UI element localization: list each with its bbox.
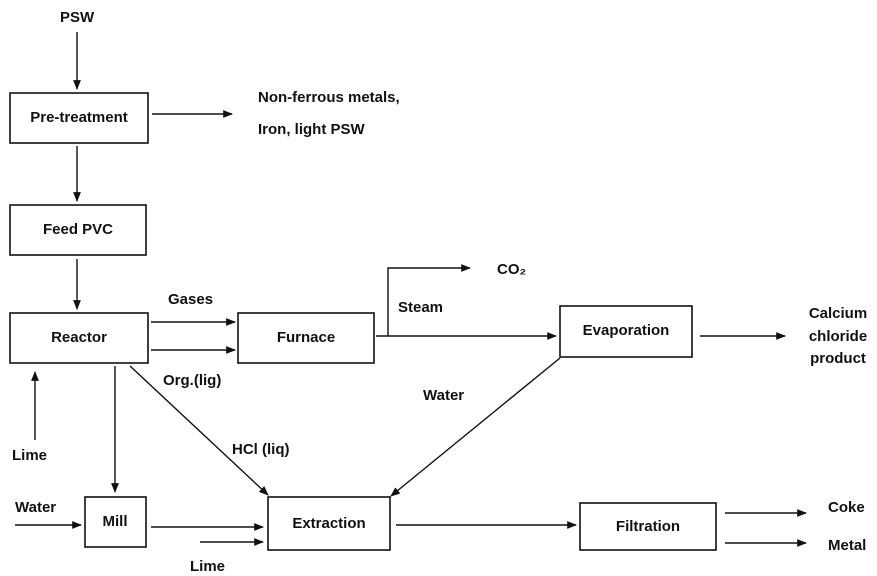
node: Evaporation	[559, 305, 693, 358]
label: chloride	[809, 328, 867, 345]
node: Extraction	[267, 496, 391, 551]
label: product	[810, 350, 866, 367]
node-label: Feed PVC	[43, 221, 113, 238]
box	[84, 496, 147, 548]
node-label: Filtration	[616, 518, 680, 535]
node-label: Reactor	[51, 329, 107, 346]
box	[9, 92, 149, 144]
arrow	[129, 365, 269, 496]
node: Mill	[84, 496, 147, 548]
label: Metal	[828, 537, 866, 554]
box	[559, 305, 693, 358]
node-label: Pre-treatment	[30, 109, 128, 126]
node-label: Evaporation	[583, 322, 670, 339]
label: Coke	[828, 499, 865, 516]
label: Calcium	[809, 305, 867, 322]
label: Non-ferrous metals,	[258, 89, 400, 106]
node: Furnace	[237, 312, 375, 364]
box	[267, 496, 391, 551]
label: Water	[423, 387, 464, 404]
label: CO₂	[497, 261, 526, 278]
label: HCl (liq)	[232, 441, 290, 458]
box	[9, 312, 149, 364]
box	[9, 204, 147, 256]
node: Pre-treatment	[9, 92, 149, 144]
arrows	[15, 32, 807, 547]
label: Iron, light PSW	[258, 121, 365, 138]
arrow	[387, 264, 471, 336]
label: PSW	[60, 9, 95, 26]
node: Feed PVC	[9, 204, 147, 256]
node-label: Extraction	[292, 515, 365, 532]
label: Gases	[168, 291, 213, 308]
node: Filtration	[579, 502, 717, 551]
arrow	[390, 357, 561, 497]
node-label: Mill	[103, 513, 128, 530]
label: Water	[15, 499, 56, 516]
label: Steam	[398, 299, 443, 316]
node: Reactor	[9, 312, 149, 364]
label: Lime	[190, 558, 225, 575]
box	[237, 312, 375, 364]
node-label: Furnace	[277, 329, 335, 346]
label: Lime	[12, 447, 47, 464]
box	[579, 502, 717, 551]
label: Org.(lig)	[163, 372, 221, 389]
